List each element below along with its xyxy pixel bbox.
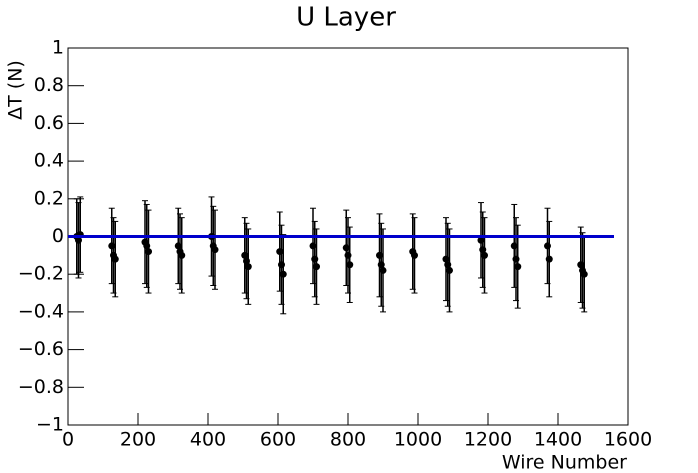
point xyxy=(411,251,418,259)
x-tick-label: 1000 xyxy=(394,429,442,451)
point xyxy=(446,266,453,274)
y-tick-label: 1 xyxy=(52,37,64,59)
x-tick-label: 1600 xyxy=(604,429,652,451)
point xyxy=(545,255,553,263)
y-tick-label: 0.2 xyxy=(34,187,64,209)
chart-title: U Layer xyxy=(296,3,396,33)
point xyxy=(346,261,354,269)
y-tick-label: 0.4 xyxy=(34,150,64,172)
point xyxy=(514,263,522,271)
point xyxy=(481,251,488,259)
x-tick-label: 200 xyxy=(120,429,156,451)
point xyxy=(244,263,252,271)
y-tick-label: −0.4 xyxy=(18,300,64,322)
y-tick-label: −0.2 xyxy=(18,263,64,285)
point xyxy=(211,246,219,254)
point xyxy=(145,248,152,256)
x-tick-label: 800 xyxy=(330,429,366,451)
point xyxy=(379,266,387,274)
y-tick-label: 0 xyxy=(52,225,64,247)
point xyxy=(580,270,588,278)
x-tick-label: 0 xyxy=(62,429,74,451)
x-tick-label: 1400 xyxy=(534,429,582,451)
y-tick-label: −0.8 xyxy=(18,376,64,398)
y-tick-label: 0.6 xyxy=(34,112,64,134)
point xyxy=(111,255,119,263)
point xyxy=(178,251,186,259)
x-tick-label: 400 xyxy=(190,429,226,451)
x-axis-label: Wire Number xyxy=(502,452,627,473)
point xyxy=(313,263,320,271)
y-tick-label: −0.6 xyxy=(18,338,64,360)
y-axis-label: ΔT (N) xyxy=(5,60,27,120)
y-tick-label: 0.8 xyxy=(34,74,64,96)
y-tick-label: −1 xyxy=(36,414,64,436)
point xyxy=(279,270,287,278)
x-tick-label: 1200 xyxy=(464,429,512,451)
x-tick-label: 600 xyxy=(260,429,296,451)
